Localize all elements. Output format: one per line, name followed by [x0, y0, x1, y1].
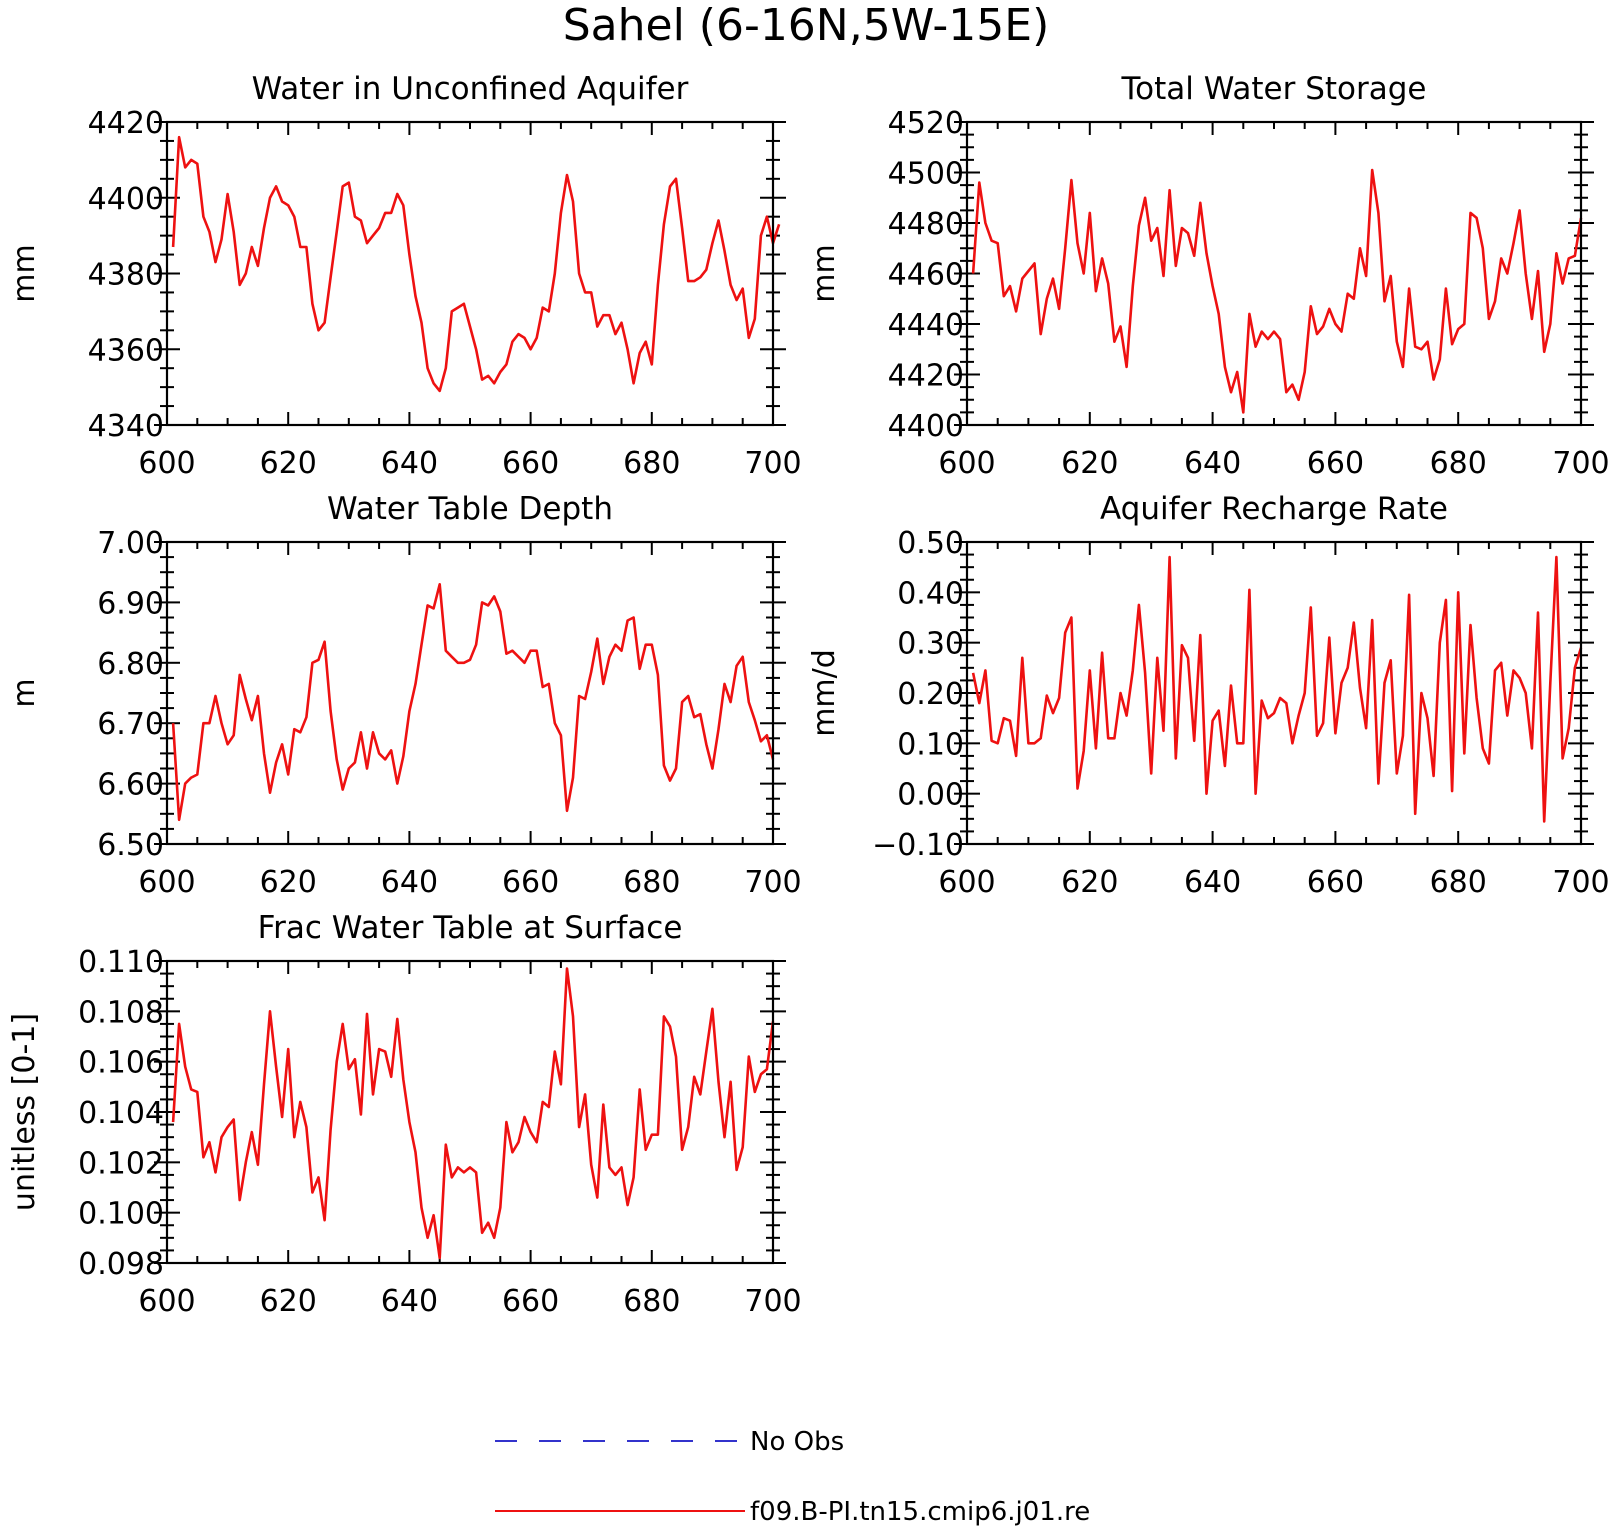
x-tick-label: 600 [138, 446, 195, 481]
y-axis-label: unitless [0-1] [7, 1013, 42, 1211]
y-tick-label: 0.106 [78, 1046, 164, 1081]
x-tick-label: 620 [260, 1284, 317, 1319]
x-tick-label: 680 [623, 865, 680, 900]
y-tick-label: 6.50 [97, 828, 164, 863]
x-tick-label: 620 [1061, 865, 1118, 900]
chart-panel-5: Frac Water Table at Surface unitless [0-1… [7, 910, 802, 1319]
x-tick-label: 660 [502, 865, 559, 900]
y-tick-label: 4400 [88, 182, 164, 217]
panel-title: Total Water Storage [1120, 71, 1426, 107]
y-axis-label: m [7, 678, 42, 707]
y-tick-label: 0.40 [897, 576, 964, 611]
x-tick-label: 600 [938, 446, 995, 481]
y-tick-label: 0.10 [897, 727, 964, 762]
y-tick-label: 4360 [88, 333, 164, 368]
x-tick-label: 660 [502, 1284, 559, 1319]
x-tick-label: 640 [381, 865, 438, 900]
plot-frame [165, 959, 775, 1265]
x-tick-label: 640 [1184, 446, 1241, 481]
chart-panels: Water in Unconfined Aquifer mm 600 620 640 66… [7, 71, 1610, 1319]
chart-panel-1: Water in Unconfined Aquifer mm 600 620 640 66… [7, 71, 802, 481]
series-line-1 [171, 135, 781, 393]
y-tick-label: 4440 [888, 308, 964, 343]
x-tick-label: 640 [381, 446, 438, 481]
x-tick-label: 640 [381, 1284, 438, 1319]
y-tick-label: 0.50 [897, 526, 964, 561]
x-tick-label: 700 [744, 446, 801, 481]
y-tick-label: 0.20 [897, 677, 964, 712]
plot-frame [165, 540, 775, 846]
chart-panel-2: Total Water Storage mm 600 620 640 660 680 700 4… [807, 71, 1610, 481]
panel-title: Aquifer Recharge Rate [1100, 491, 1448, 527]
y-tick-label: 0.00 [897, 778, 964, 813]
x-tick-label: 680 [623, 1284, 680, 1319]
series-line-1 [171, 967, 775, 1260]
y-tick-label: 4420 [88, 106, 164, 141]
y-tick-label: 4460 [888, 258, 964, 293]
y-tick-label: 0.108 [78, 995, 164, 1030]
y-tick-label: 4520 [888, 106, 964, 141]
chart-panel-3: Water Table Depth m 600 620 640 660 680 700 6.50… [7, 491, 802, 900]
x-tick-label: 620 [260, 446, 317, 481]
panel-title: Water in Unconfined Aquifer [252, 71, 689, 107]
y-tick-label: 6.70 [97, 707, 164, 742]
y-axis-label: mm [807, 244, 842, 302]
y-tick-label: 0.098 [78, 1247, 164, 1282]
y-tick-label: 4340 [88, 409, 164, 444]
legend-label-no-obs: No Obs [750, 1427, 844, 1457]
x-tick-label: 620 [260, 865, 317, 900]
y-tick-label: 0.100 [78, 1197, 164, 1232]
plot-frame [165, 120, 775, 427]
x-tick-label: 660 [502, 446, 559, 481]
x-tick-label: 700 [744, 1284, 801, 1319]
x-tick-label: 680 [623, 446, 680, 481]
y-tick-label: 0.102 [78, 1146, 164, 1181]
y-tick-label: 4480 [888, 207, 964, 242]
y-tick-label: 4500 [888, 157, 964, 192]
y-tick-label: 0.104 [78, 1096, 164, 1131]
legend: No Obs f09.B-PI.tn15.cmip6.j01.re [495, 1427, 1090, 1527]
y-tick-label: −0.10 [872, 828, 964, 863]
x-tick-label: 700 [1552, 446, 1609, 481]
series-line-1 [971, 555, 1583, 823]
y-tick-label: 7.00 [97, 526, 164, 561]
y-tick-label: 6.80 [97, 647, 164, 682]
y-tick-label: 0.30 [897, 627, 964, 662]
series-line-1 [171, 582, 775, 822]
panel-title: Water Table Depth [327, 491, 613, 527]
x-tick-label: 600 [938, 865, 995, 900]
y-tick-label: 4420 [888, 359, 964, 394]
y-tick-label: 4400 [888, 409, 964, 444]
x-tick-label: 600 [138, 865, 195, 900]
x-tick-label: 600 [138, 1284, 195, 1319]
y-axis-label: mm/d [807, 649, 842, 737]
y-axis-label: mm [7, 244, 42, 302]
series-line-1 [971, 168, 1583, 414]
x-tick-label: 660 [1307, 865, 1364, 900]
y-tick-label: 6.60 [97, 768, 164, 803]
figure-title: Sahel (6-16N,5W-15E) [563, 0, 1050, 51]
x-tick-label: 680 [1430, 865, 1487, 900]
y-tick-label: 0.110 [78, 945, 164, 980]
y-tick-label: 4380 [88, 258, 164, 293]
x-tick-label: 680 [1430, 446, 1487, 481]
plot-frame [965, 540, 1583, 846]
x-tick-label: 640 [1184, 865, 1241, 900]
plot-frame [965, 120, 1583, 427]
x-tick-label: 620 [1061, 446, 1118, 481]
y-tick-label: 6.90 [97, 586, 164, 621]
panel-title: Frac Water Table at Surface [258, 910, 683, 946]
x-tick-label: 700 [744, 865, 801, 900]
chart-panel-4: Aquifer Recharge Rate mm/d 600 620 640 660 680… [807, 491, 1610, 900]
x-tick-label: 700 [1552, 865, 1609, 900]
x-tick-label: 660 [1307, 446, 1364, 481]
legend-label-model-run: f09.B-PI.tn15.cmip6.j01.re [750, 1497, 1090, 1527]
